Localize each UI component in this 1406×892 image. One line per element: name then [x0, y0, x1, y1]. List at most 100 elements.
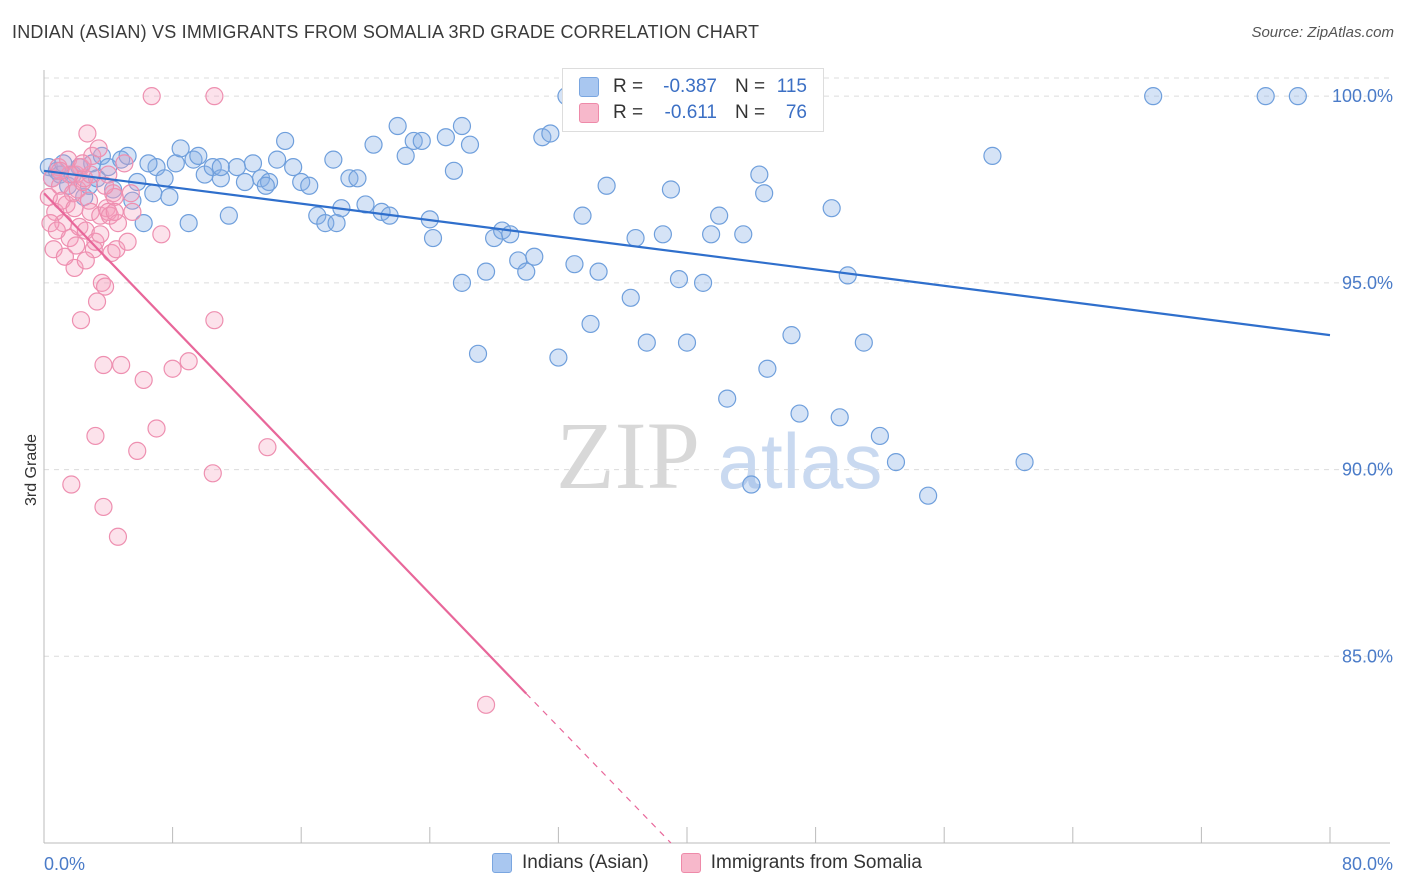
data-point-indians [589, 262, 608, 281]
data-point-indians [1288, 87, 1307, 106]
x-tick-label: 80.0% [1342, 854, 1393, 874]
data-point-indians [1015, 453, 1034, 472]
data-point-somalia [67, 236, 86, 255]
data-point-somalia [115, 154, 134, 173]
data-point-somalia [41, 214, 60, 233]
watermark-atlas: atlas [718, 417, 883, 505]
legend-r-label: R = [613, 102, 644, 123]
data-point-somalia [89, 139, 108, 158]
data-point-indians [219, 206, 238, 225]
trend-line-somalia-extension [525, 693, 672, 844]
data-point-indians [702, 225, 721, 244]
legend-item-somalia[interactable]: Immigrants from Somalia [680, 852, 922, 874]
data-point-somalia [94, 355, 113, 375]
y-tick-label: 95.0% [1342, 273, 1393, 293]
trend-line-indians [43, 169, 1331, 337]
chart-title: INDIAN (ASIAN) VS IMMIGRANTS FROM SOMALI… [12, 22, 760, 42]
data-point-indians [444, 161, 464, 180]
legend-r-value: -0.387 [663, 76, 717, 97]
data-point-somalia [258, 438, 277, 457]
y-axis-label: 3rd Grade [23, 434, 40, 506]
data-point-indians [870, 426, 890, 446]
data-point-somalia [152, 225, 171, 244]
data-point-somalia [86, 426, 105, 446]
data-point-indians [179, 214, 198, 233]
data-point-indians [324, 150, 343, 169]
data-point-indians [276, 131, 295, 151]
data-point-indians [452, 116, 472, 136]
data-point-somalia [65, 199, 84, 218]
legend-r-label: R = [613, 76, 644, 97]
legend-n-label: N = [735, 102, 766, 123]
data-point-indians [525, 247, 544, 266]
data-point-indians [189, 146, 208, 165]
data-point-somalia [47, 221, 66, 240]
data-point-indians [718, 389, 737, 408]
data-point-indians [854, 333, 873, 352]
stats-legend: R = -0.387 N = 115 R = -0.611 N = 76 [562, 68, 824, 132]
data-point-indians [1256, 87, 1275, 106]
data-point-indians [886, 453, 906, 472]
legend-row-indians: R = -0.387 N = 115 [579, 74, 807, 100]
data-point-indians [412, 131, 431, 151]
data-point-somalia [76, 251, 95, 270]
data-point-indians [573, 206, 592, 225]
data-point-indians [284, 157, 303, 177]
data-point-indians [364, 135, 383, 154]
series-legend: Indians (Asian) Immigrants from Somalia [492, 852, 954, 874]
data-point-indians [256, 176, 275, 195]
data-point-somalia [62, 475, 81, 494]
legend-n-value: 115 [776, 76, 807, 97]
data-point-indians [626, 228, 645, 248]
data-point-somalia [71, 311, 91, 330]
series-immigrants-somalia [39, 87, 496, 714]
data-point-indians [517, 262, 536, 281]
data-point-indians [1144, 87, 1163, 106]
data-point-indians [327, 214, 346, 233]
data-point-indians [983, 146, 1002, 165]
data-point-indians [742, 475, 761, 494]
data-point-somalia [73, 154, 92, 173]
data-point-somalia [121, 184, 140, 203]
data-point-somalia [91, 225, 110, 244]
data-point-indians [597, 176, 616, 195]
data-point-indians [661, 180, 681, 199]
data-point-indians [460, 135, 480, 154]
data-point-somalia [123, 202, 142, 222]
trend-line-somalia [43, 192, 528, 695]
data-point-somalia [163, 359, 182, 378]
legend-row-somalia: R = -0.611 N = 76 [579, 100, 807, 126]
data-point-somalia [95, 277, 115, 296]
data-point-indians [171, 139, 190, 158]
legend-item-indians[interactable]: Indians (Asian) [492, 852, 649, 874]
data-point-indians [750, 165, 769, 184]
data-point-somalia [128, 441, 147, 460]
data-point-somalia [476, 695, 496, 714]
data-point-indians [581, 314, 600, 334]
data-point-indians [790, 404, 809, 423]
data-point-indians [734, 225, 753, 244]
data-point-indians [396, 146, 415, 165]
data-point-indians [830, 408, 849, 427]
legend-n-label: N = [735, 76, 766, 97]
data-point-somalia [205, 311, 224, 330]
tick-labels: 85.0% 90.0% 95.0% 100.0% 0.0% 80.0% [44, 86, 1393, 874]
y-tick-label: 100.0% [1332, 86, 1393, 106]
data-point-somalia [55, 247, 74, 266]
data-point-indians [227, 157, 246, 177]
data-point-indians [919, 486, 938, 505]
data-point-somalia [203, 464, 222, 483]
data-point-indians [565, 255, 584, 274]
legend-swatch-pink [579, 103, 599, 123]
data-point-indians [621, 288, 640, 307]
axes [43, 70, 1390, 844]
y-tick-label: 90.0% [1342, 460, 1393, 480]
data-point-somalia [87, 292, 107, 311]
data-point-somalia [78, 124, 97, 143]
data-point-indians [549, 348, 568, 367]
legend-n-value: 76 [785, 102, 807, 123]
x-tick-label: 0.0% [44, 854, 85, 874]
y-tick-label: 85.0% [1342, 646, 1393, 666]
data-point-indians [755, 184, 774, 203]
